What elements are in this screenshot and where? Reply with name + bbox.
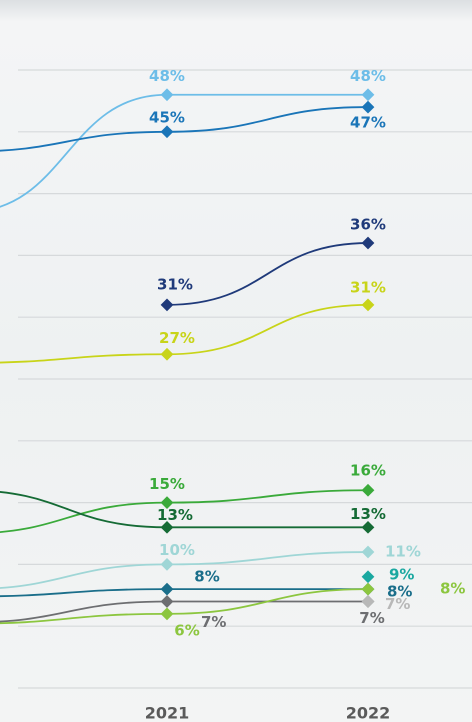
data-label: 13% [350, 505, 386, 523]
data-label: 31% [157, 275, 193, 293]
x-tick-label: 2022 [346, 704, 391, 722]
data-label: 13% [157, 506, 193, 524]
x-tick-label: 2021 [145, 704, 190, 722]
data-label: 9% [389, 565, 414, 583]
data-label: 8% [440, 580, 465, 598]
chart: 2021 2022 48% 48% 45% 47% 31% 36% 27% 31% 15% 16% 13… [0, 0, 472, 722]
data-label: 7% [359, 609, 384, 627]
data-label: 11% [385, 543, 421, 561]
data-label: 7% [385, 595, 410, 613]
data-label: 7% [201, 613, 226, 631]
page: {"chart_data": {"type": "line", "categor… [0, 0, 472, 722]
data-label: 48% [350, 67, 386, 85]
data-label: 8% [194, 568, 219, 586]
data-label: 47% [350, 114, 386, 132]
data-label: 6% [174, 621, 199, 639]
data-label: 27% [159, 329, 195, 347]
data-label: 48% [149, 67, 185, 85]
data-label: 10% [159, 541, 195, 559]
background [0, 0, 472, 722]
data-label: 31% [350, 278, 386, 296]
data-label: 45% [149, 108, 185, 126]
data-label: 16% [350, 462, 386, 480]
data-label: 15% [149, 475, 185, 493]
data-label: 36% [350, 216, 386, 234]
